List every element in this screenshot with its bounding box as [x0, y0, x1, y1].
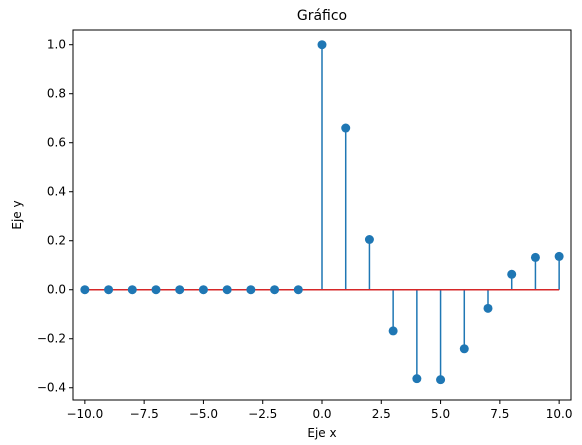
- x-tick-label: 7.5: [490, 407, 509, 421]
- plot-marks: [80, 40, 564, 385]
- x-tick-label: 2.5: [372, 407, 391, 421]
- stem-marker: [175, 285, 185, 295]
- stem-marker: [317, 40, 327, 50]
- stem-marker: [412, 374, 422, 384]
- x-tick-label: 0.0: [312, 407, 331, 421]
- y-tick-label: 0.6: [47, 136, 66, 150]
- x-axis-title: Eje x: [307, 426, 336, 440]
- x-tick-label: −5.0: [189, 407, 218, 421]
- stem-marker: [507, 269, 517, 279]
- stem-marker: [198, 285, 208, 295]
- stem-marker: [364, 235, 374, 245]
- x-tick-label: −10.0: [66, 407, 103, 421]
- stem-marker: [341, 123, 351, 133]
- stem-marker: [80, 285, 90, 295]
- stem-marker: [483, 303, 493, 313]
- y-tick-label: 0.8: [47, 87, 66, 101]
- y-tick-label: −0.2: [37, 332, 66, 346]
- stem-marker: [151, 285, 161, 295]
- y-axis-title: Eje y: [10, 200, 24, 229]
- x-tick-label: −2.5: [248, 407, 277, 421]
- stem-marker: [293, 285, 303, 295]
- stem-marker: [104, 285, 114, 295]
- x-tick-label: −7.5: [130, 407, 159, 421]
- y-tick-label: 0.2: [47, 234, 66, 248]
- y-tick-label: −0.4: [37, 381, 66, 395]
- stem-marker: [127, 285, 137, 295]
- stem-marker: [530, 252, 540, 262]
- stem-marker: [554, 251, 564, 261]
- y-tick-label: 0.0: [47, 283, 66, 297]
- stem-marker: [222, 285, 232, 295]
- stem-marker: [246, 285, 256, 295]
- y-tick-label: 0.4: [47, 185, 66, 199]
- x-axis: −10.0 −7.5 −5.0 −2.5 0.0 2.5 5.0 7.5 10.0: [66, 400, 573, 421]
- chart-title: Gráfico: [297, 8, 347, 24]
- stem-marker: [388, 326, 398, 336]
- y-tick-label: 1.0: [47, 38, 66, 52]
- x-tick-label: 10.0: [546, 407, 573, 421]
- stem-marker: [270, 285, 280, 295]
- x-tick-label: 5.0: [431, 407, 450, 421]
- stem-marker: [459, 344, 469, 354]
- stem-marker: [436, 375, 446, 385]
- y-axis: −0.4 −0.2 0.0 0.2 0.4 0.6 0.8 1.0: [37, 38, 73, 395]
